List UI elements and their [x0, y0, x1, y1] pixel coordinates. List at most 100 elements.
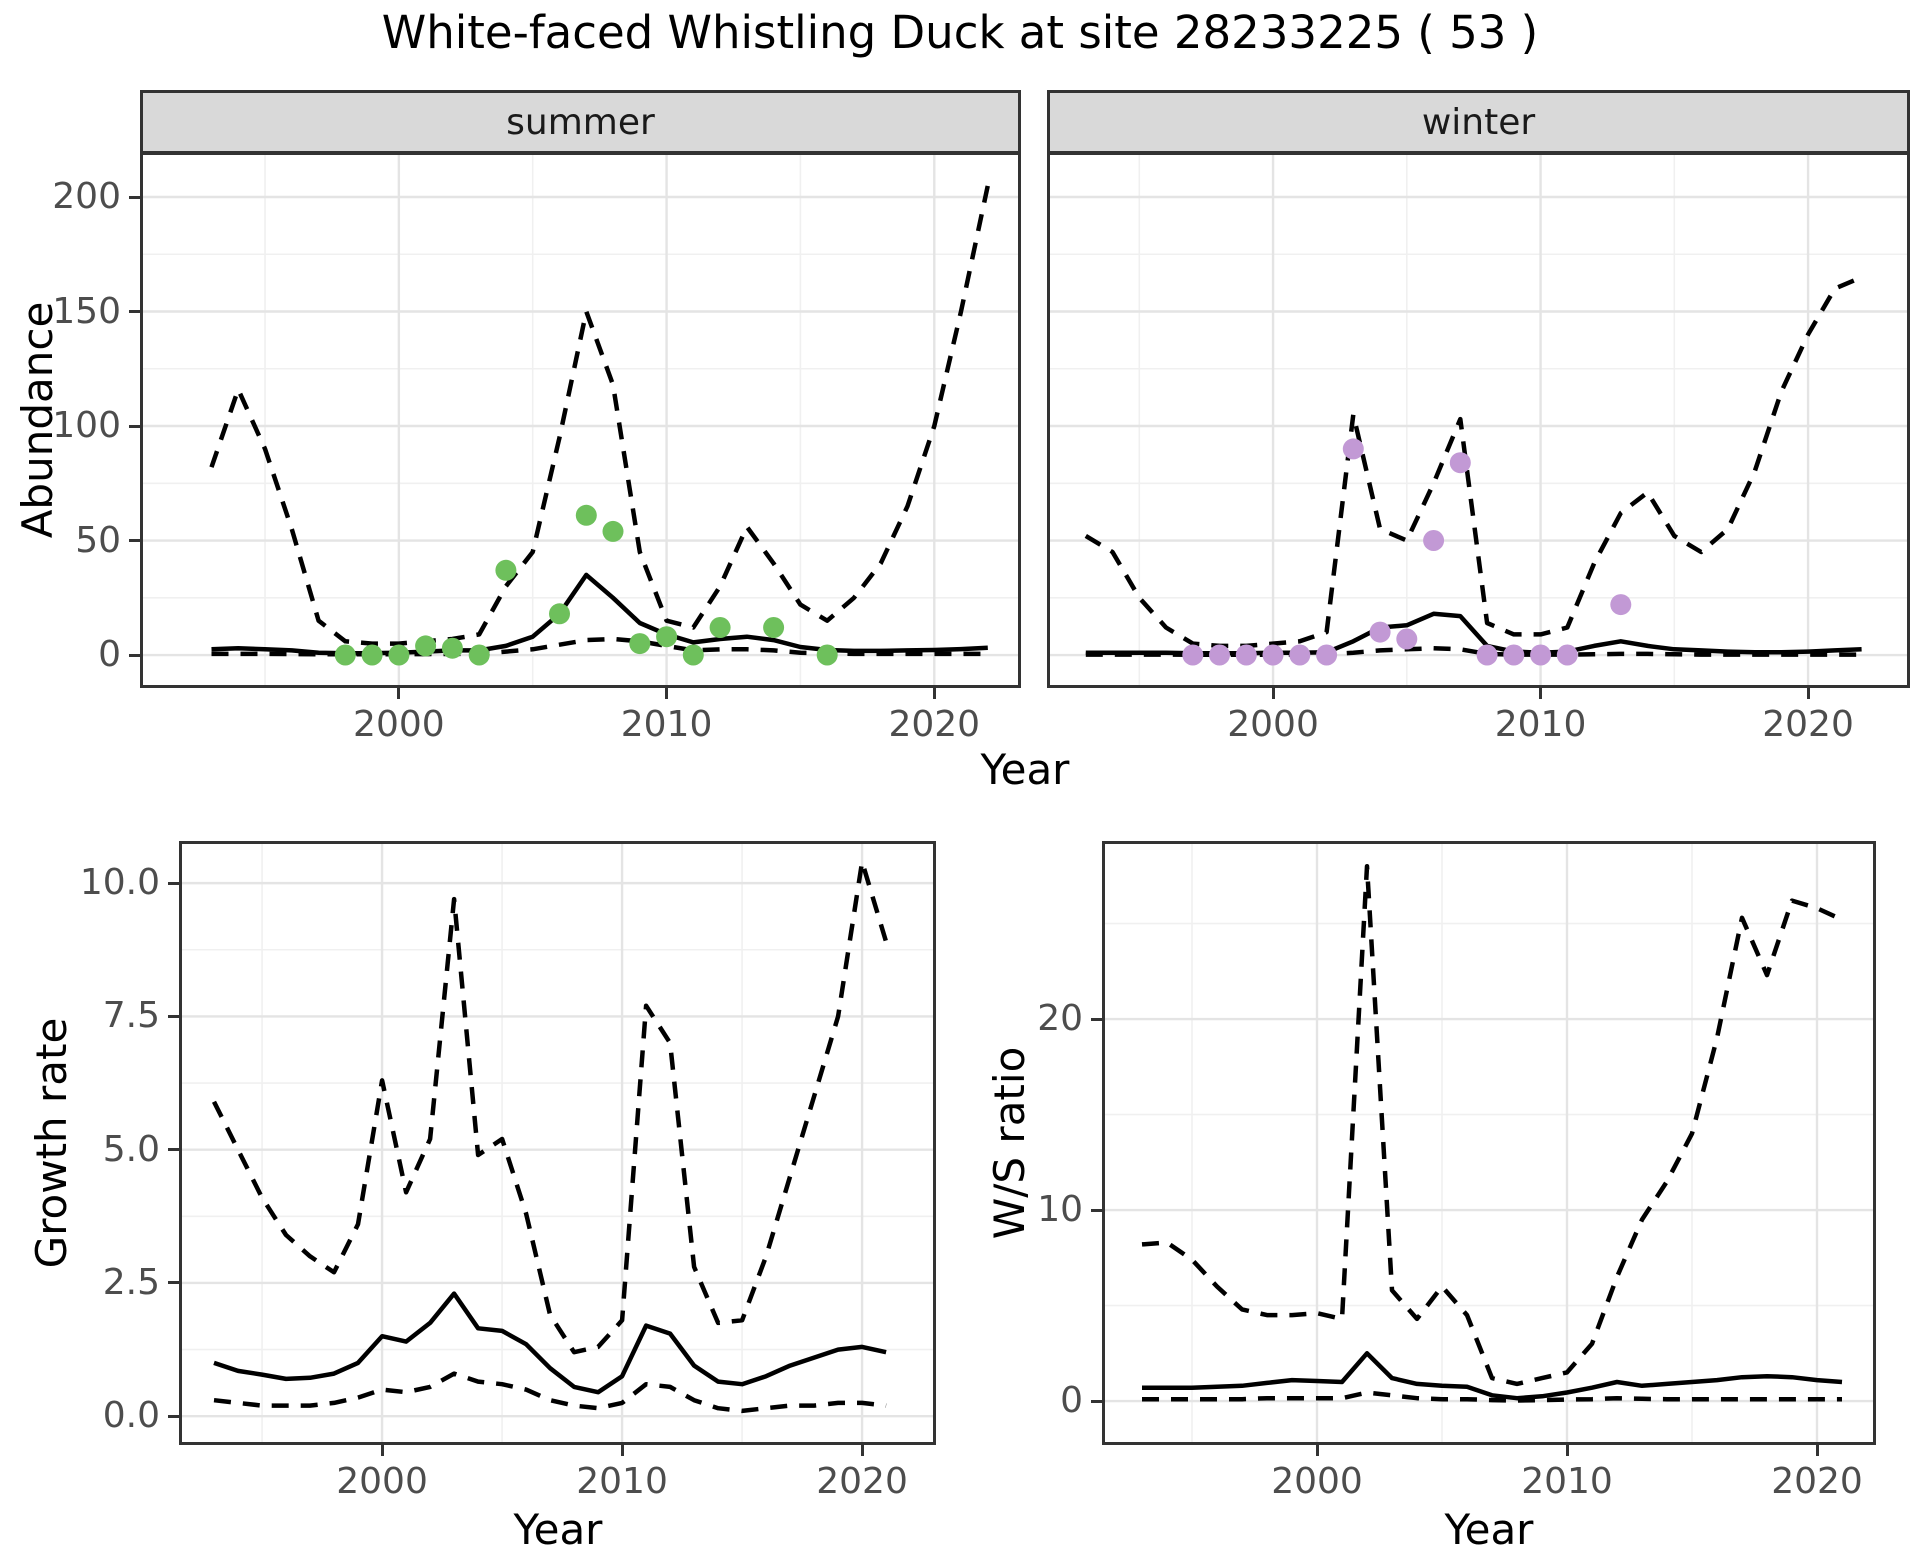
- y-tick-mark: [168, 1148, 179, 1152]
- series-lower_ci-line: [213, 1371, 887, 1414]
- series-median-line: [213, 1291, 887, 1395]
- facet-strip-label-summer: summer: [506, 101, 655, 143]
- observation-point: [1369, 621, 1391, 643]
- x-tick-label: 2020: [1771, 1461, 1863, 1502]
- x-tick-label: 2000: [1227, 704, 1319, 745]
- y-tick-label: 10: [1037, 1189, 1083, 1231]
- observation-point: [1342, 438, 1364, 460]
- x-tick-label: 2010: [1494, 704, 1587, 745]
- facet-strip-label-winter: winter: [1421, 101, 1536, 143]
- x-tick-mark: [397, 688, 401, 699]
- observation-point: [1262, 644, 1284, 666]
- y-tick-mark: [129, 424, 140, 428]
- y-tick-label: 150: [52, 290, 121, 332]
- observation-point: [1530, 644, 1552, 666]
- x-tick-label: 2010: [620, 704, 713, 745]
- observation-point: [1316, 644, 1338, 666]
- series-upper_ci-line: [209, 185, 991, 646]
- x-tick-mark: [1806, 688, 1810, 699]
- observation-point: [1182, 644, 1204, 666]
- x-tick-label: 2010: [1521, 1461, 1613, 1502]
- observation-point: [1423, 530, 1445, 551]
- x-tick-mark: [1315, 1445, 1319, 1456]
- observation-point: [415, 635, 437, 657]
- observation-point: [1610, 594, 1632, 616]
- y-tick-mark: [1091, 1208, 1102, 1212]
- y-tick-mark: [129, 195, 140, 199]
- y-tick-label: 0.0: [102, 1395, 160, 1437]
- y-tick-mark: [1091, 1017, 1102, 1021]
- y-tick-label: 20: [1037, 998, 1083, 1040]
- panel-border: [1102, 841, 1876, 1445]
- y-tick-label: 100: [52, 405, 121, 446]
- y-tick-label: 0: [1060, 1380, 1083, 1422]
- x-tick-label: 2020: [888, 704, 981, 745]
- x-tick-mark: [1539, 688, 1543, 699]
- y-tick-label: 7.5: [102, 995, 160, 1037]
- x-tick-mark: [620, 1445, 624, 1456]
- panel-border: [140, 152, 1021, 688]
- panel-abundance-winter: [1047, 152, 1910, 688]
- observation-point: [602, 520, 624, 542]
- observation-point: [1396, 628, 1418, 650]
- observation-point: [575, 504, 597, 526]
- observation-point: [682, 644, 704, 666]
- observation-point: [1556, 644, 1578, 666]
- x-tick-mark: [1565, 1445, 1569, 1456]
- y-tick-mark: [168, 1414, 179, 1418]
- observation-point: [468, 644, 490, 666]
- y-tick-mark: [129, 539, 140, 543]
- observation-point: [334, 644, 356, 666]
- observation-point: [816, 644, 838, 666]
- x-tick-mark: [860, 1445, 864, 1456]
- observation-point: [361, 644, 383, 666]
- observation-point: [1209, 644, 1230, 666]
- series-lower_ci-line: [1142, 1390, 1842, 1403]
- x-tick-label: 2000: [336, 1461, 428, 1502]
- observation-point: [709, 617, 731, 638]
- x-tick-mark: [380, 1445, 384, 1456]
- x-tick-label: 2000: [1271, 1461, 1363, 1502]
- x-axis-title-year-bottom-right: Year: [1444, 1505, 1534, 1554]
- facet-strip-summer: summer: [140, 90, 1021, 154]
- chart-title: White-faced Whistling Duck at site 28233…: [381, 6, 1539, 59]
- panel-growth-rate: [179, 841, 936, 1445]
- y-tick-label: 5.0: [102, 1128, 160, 1170]
- panel-background: [140, 152, 1021, 688]
- series-median-line: [1142, 1351, 1843, 1401]
- x-tick-label: 2020: [816, 1461, 908, 1502]
- observation-point: [763, 617, 785, 638]
- observation-point: [1289, 644, 1311, 666]
- x-tick-label: 2000: [353, 704, 445, 745]
- y-axis-title-ws-ratio: W/S ratio: [985, 1046, 1034, 1240]
- series-upper_ci-line: [1141, 863, 1843, 1387]
- panel-background: [1102, 841, 1876, 1445]
- y-tick-mark: [168, 881, 179, 885]
- observation-point: [629, 633, 651, 655]
- panel-ws-ratio: [1102, 841, 1876, 1445]
- y-tick-label: 0: [98, 634, 121, 676]
- observation-point: [1503, 644, 1525, 666]
- x-tick-label: 2020: [1762, 704, 1854, 745]
- panel-background: [179, 841, 936, 1445]
- observation-point: [656, 626, 678, 648]
- y-tick-mark: [129, 310, 140, 313]
- y-tick-label: 10.0: [79, 862, 160, 904]
- y-tick-label: 200: [52, 176, 121, 217]
- observation-point: [441, 637, 463, 659]
- x-tick-mark: [932, 688, 936, 699]
- y-tick-label: 50: [75, 519, 121, 561]
- observation-point: [1476, 644, 1498, 666]
- y-tick-mark: [168, 1014, 179, 1018]
- panel-border: [179, 841, 936, 1445]
- observation-point: [549, 603, 570, 625]
- panel-background: [1047, 152, 1910, 688]
- panel-abundance-summer: [140, 152, 1021, 688]
- observation-point: [388, 644, 410, 666]
- x-axis-title-year-top: Year: [980, 745, 1070, 794]
- y-tick-mark: [168, 1281, 179, 1285]
- panel-border: [1047, 152, 1910, 688]
- x-tick-label: 2010: [576, 1461, 668, 1502]
- y-tick-mark: [129, 653, 140, 657]
